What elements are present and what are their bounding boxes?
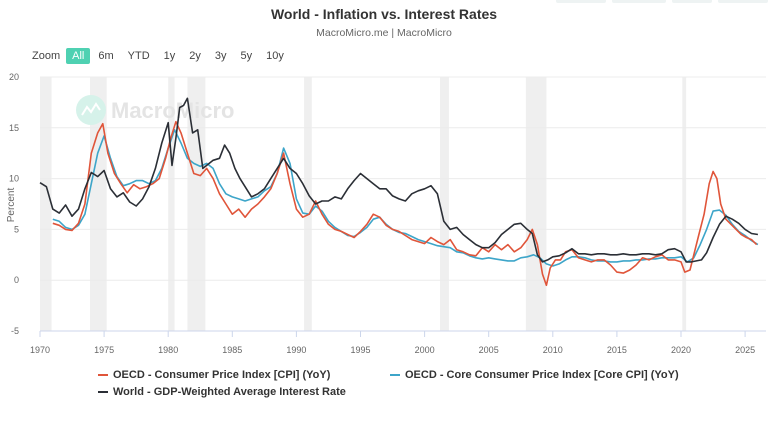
zoom-button-6m[interactable]: 6m: [98, 50, 114, 62]
legend-item-core-cpi[interactable]: OECD - Core Consumer Price Index [Core C…: [390, 369, 679, 381]
legend-label: OECD - Consumer Price Index [CPI] (YoY): [113, 369, 331, 381]
recession-band: [304, 77, 312, 331]
watermark-text: MacroMicro: [111, 98, 234, 123]
x-tick-label: 2010: [543, 345, 563, 355]
y-tick-label: 20: [9, 72, 19, 82]
series-line-0[interactable]: [52, 120, 758, 287]
legend-swatch: [390, 374, 400, 376]
zoom-button-1y[interactable]: 1y: [163, 50, 176, 62]
x-tick-label: 1975: [94, 345, 114, 355]
y-tick-label: 15: [9, 123, 19, 133]
toolbar-button[interactable]: [672, 0, 712, 3]
zoom-label: Zoom: [32, 50, 61, 62]
recession-band: [40, 77, 52, 331]
legend-label: OECD - Core Consumer Price Index [Core C…: [405, 369, 679, 381]
x-tick-label: 2005: [479, 345, 499, 355]
legend-item-cpi[interactable]: OECD - Consumer Price Index [CPI] (YoY): [98, 369, 330, 381]
watermark-logo-glyph: [81, 102, 101, 116]
toolbar-button[interactable]: [556, 0, 606, 3]
x-tick-label: 2000: [415, 345, 435, 355]
toolbar-button[interactable]: [612, 0, 666, 3]
x-tick-label: 2020: [671, 345, 691, 355]
zoom-button-3y[interactable]: 3y: [214, 50, 227, 62]
series-line-2[interactable]: [39, 97, 759, 263]
recession-band: [168, 77, 175, 331]
chart-title: World - Inflation vs. Interest Rates: [270, 6, 498, 22]
x-tick-label: 2015: [607, 345, 627, 355]
zoom-button-all[interactable]: All: [66, 48, 91, 64]
recession-band: [525, 77, 547, 331]
legend-item-interest-rate[interactable]: World - GDP-Weighted Average Interest Ra…: [98, 386, 346, 398]
zoom-button-10y[interactable]: 10y: [266, 50, 284, 62]
x-tick-label: 1970: [30, 345, 50, 355]
legend-swatch: [98, 391, 108, 393]
recession-band: [682, 77, 687, 331]
y-tick-label: 5: [14, 224, 19, 234]
y-tick-label: 0: [14, 275, 19, 285]
watermark-logo-icon: [76, 95, 106, 125]
recession-band: [439, 77, 449, 331]
y-tick-label: -5: [11, 326, 19, 336]
zoom-button-ytd[interactable]: YTD: [127, 50, 150, 62]
watermark: MacroMicro: [76, 95, 234, 125]
zoom-button-5y[interactable]: 5y: [240, 50, 253, 62]
y-tick-label: 10: [9, 174, 19, 184]
x-tick-label: 1995: [350, 345, 370, 355]
recession-band: [187, 77, 206, 331]
zoom-button-2y[interactable]: 2y: [189, 50, 201, 62]
toolbar-button[interactable]: [718, 0, 768, 3]
chart-subtitle: MacroMicro.me | MacroMicro: [316, 27, 452, 39]
y-axis-label: Percent: [6, 188, 17, 223]
x-tick-label: 1985: [222, 345, 242, 355]
series-line-1[interactable]: [52, 129, 759, 267]
legend-swatch: [98, 374, 108, 376]
legend-label: World - GDP-Weighted Average Interest Ra…: [113, 386, 346, 398]
x-tick-label: 2025: [735, 345, 755, 355]
x-tick-label: 1980: [158, 345, 178, 355]
range-selector: Zoom All 6m YTD 1y 2y 3y 5y 10y: [32, 48, 292, 64]
top-toolbar: [556, 0, 768, 4]
x-tick-label: 1990: [286, 345, 306, 355]
